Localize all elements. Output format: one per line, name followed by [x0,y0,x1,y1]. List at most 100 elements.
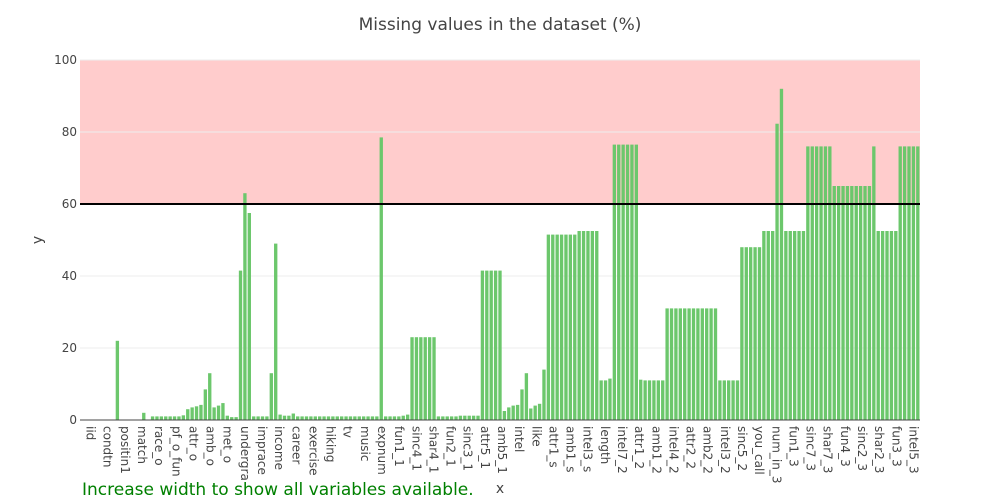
bar[interactable] [678,308,682,420]
bar[interactable] [335,416,339,420]
bar[interactable] [586,231,590,420]
bar[interactable] [727,380,731,420]
bar[interactable] [577,231,581,420]
bar[interactable] [819,146,823,420]
bar[interactable] [265,416,269,420]
bar[interactable] [621,144,625,420]
bar[interactable] [634,144,639,420]
bar[interactable] [252,416,256,420]
bar[interactable] [485,270,489,420]
bar[interactable] [836,186,841,420]
bar[interactable] [449,416,454,420]
bar[interactable] [810,146,814,420]
bar[interactable] [520,389,524,420]
bar[interactable] [784,231,788,420]
bar[interactable] [779,88,784,421]
bar[interactable] [260,416,265,420]
bar[interactable] [397,416,401,420]
bar[interactable] [186,409,190,420]
bar[interactable] [639,379,643,420]
bar[interactable] [216,405,221,420]
bar[interactable] [867,186,872,420]
bar[interactable] [388,416,392,420]
bar[interactable] [502,411,507,420]
bar[interactable] [713,308,718,420]
bar[interactable] [683,308,687,420]
bar[interactable] [537,403,542,420]
bar[interactable] [476,415,480,420]
bar[interactable] [529,408,533,420]
bar[interactable] [274,243,278,420]
bar[interactable] [854,186,858,420]
bar[interactable] [863,186,867,420]
bar[interactable] [458,415,463,420]
bar[interactable] [916,146,920,420]
bar[interactable] [467,415,471,420]
bar[interactable] [150,416,155,420]
bar[interactable] [318,416,322,420]
bar[interactable] [823,146,828,420]
bar[interactable] [894,231,898,420]
bar[interactable] [304,416,309,420]
bar[interactable] [801,231,806,420]
bar[interactable] [212,407,216,420]
bar[interactable] [375,416,379,420]
bar[interactable] [366,416,370,420]
bar[interactable] [194,406,199,420]
bar[interactable] [696,308,700,420]
bar[interactable] [238,270,243,420]
bar[interactable] [661,380,665,420]
bar[interactable] [766,231,770,420]
bar[interactable] [705,308,709,420]
bar[interactable] [797,231,801,420]
bar[interactable] [300,416,304,420]
bar[interactable] [876,231,880,420]
bar[interactable] [489,270,493,420]
bar[interactable] [814,146,819,420]
bar[interactable] [230,417,234,420]
bar[interactable] [181,415,186,420]
bar[interactable] [269,373,273,420]
bar[interactable] [603,380,608,420]
bar[interactable] [643,380,647,420]
bar[interactable] [370,416,375,420]
bar[interactable] [164,416,168,420]
bar[interactable] [595,231,599,420]
bar[interactable] [568,234,573,420]
bar[interactable] [630,144,634,420]
bar[interactable] [718,380,722,420]
bar[interactable] [313,416,317,420]
bar[interactable] [234,417,238,420]
bar[interactable] [845,186,850,420]
bar[interactable] [555,234,559,420]
bar[interactable] [749,247,753,420]
bar[interactable] [709,308,713,420]
bar[interactable] [757,247,762,420]
bar[interactable] [731,380,735,420]
bar[interactable] [256,416,260,420]
bar[interactable] [533,405,537,420]
bar[interactable] [669,308,674,420]
bar[interactable] [410,337,414,420]
bar[interactable] [401,415,405,420]
bar[interactable] [872,146,876,420]
bar[interactable] [441,416,445,420]
bar[interactable] [432,337,436,420]
bar[interactable] [344,416,348,420]
bar[interactable] [511,405,515,420]
bar[interactable] [291,413,295,420]
bar[interactable] [753,247,757,420]
bar[interactable] [471,415,476,420]
bar[interactable] [762,231,766,420]
bar[interactable] [282,415,287,420]
bar[interactable] [379,137,383,420]
bar[interactable] [427,337,432,420]
bar[interactable] [361,416,366,420]
bar[interactable] [740,247,744,420]
bar[interactable] [326,416,331,420]
bar[interactable] [573,234,577,420]
bar[interactable] [885,231,889,420]
bar[interactable] [177,416,181,420]
bar[interactable] [559,234,564,420]
bar[interactable] [652,380,656,420]
